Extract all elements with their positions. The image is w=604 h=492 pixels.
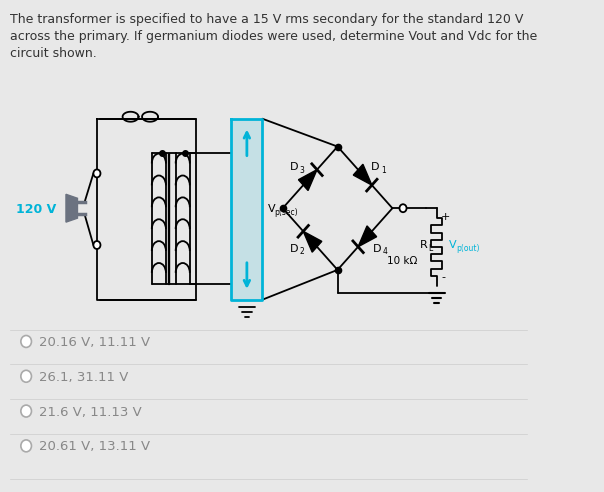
Text: p(out): p(out)	[456, 245, 480, 253]
Text: D: D	[290, 162, 298, 173]
Circle shape	[21, 336, 31, 347]
Text: D: D	[371, 162, 380, 173]
Text: p(sec): p(sec)	[274, 208, 298, 216]
Text: 26.1, 31.11 V: 26.1, 31.11 V	[39, 371, 129, 384]
Text: The transformer is specified to have a 15 V rms secondary for the standard 120 V: The transformer is specified to have a 1…	[10, 13, 538, 61]
Text: L: L	[428, 245, 432, 253]
Polygon shape	[358, 226, 377, 247]
Circle shape	[94, 241, 100, 249]
Polygon shape	[353, 164, 372, 185]
Text: 1: 1	[381, 166, 385, 175]
Text: +: +	[441, 212, 451, 222]
Text: 4: 4	[383, 247, 388, 256]
Text: D: D	[290, 244, 298, 254]
Polygon shape	[66, 194, 77, 222]
Circle shape	[21, 405, 31, 417]
Text: 3: 3	[300, 166, 304, 175]
Text: 120 V: 120 V	[16, 203, 56, 215]
Polygon shape	[303, 231, 322, 252]
Text: 20.16 V, 11.11 V: 20.16 V, 11.11 V	[39, 336, 150, 349]
Polygon shape	[298, 170, 317, 190]
Circle shape	[94, 169, 100, 178]
Circle shape	[21, 440, 31, 452]
Text: V: V	[268, 204, 275, 214]
Polygon shape	[231, 119, 262, 300]
Text: 20.61 V, 13.11 V: 20.61 V, 13.11 V	[39, 440, 150, 453]
Text: V: V	[449, 240, 457, 250]
Text: -: -	[441, 272, 445, 282]
Text: 21.6 V, 11.13 V: 21.6 V, 11.13 V	[39, 405, 142, 419]
Text: 10 kΩ: 10 kΩ	[387, 256, 417, 266]
Circle shape	[399, 204, 406, 212]
Text: R: R	[420, 240, 428, 250]
Circle shape	[21, 370, 31, 382]
Text: D: D	[373, 244, 382, 254]
Text: 2: 2	[300, 247, 304, 256]
